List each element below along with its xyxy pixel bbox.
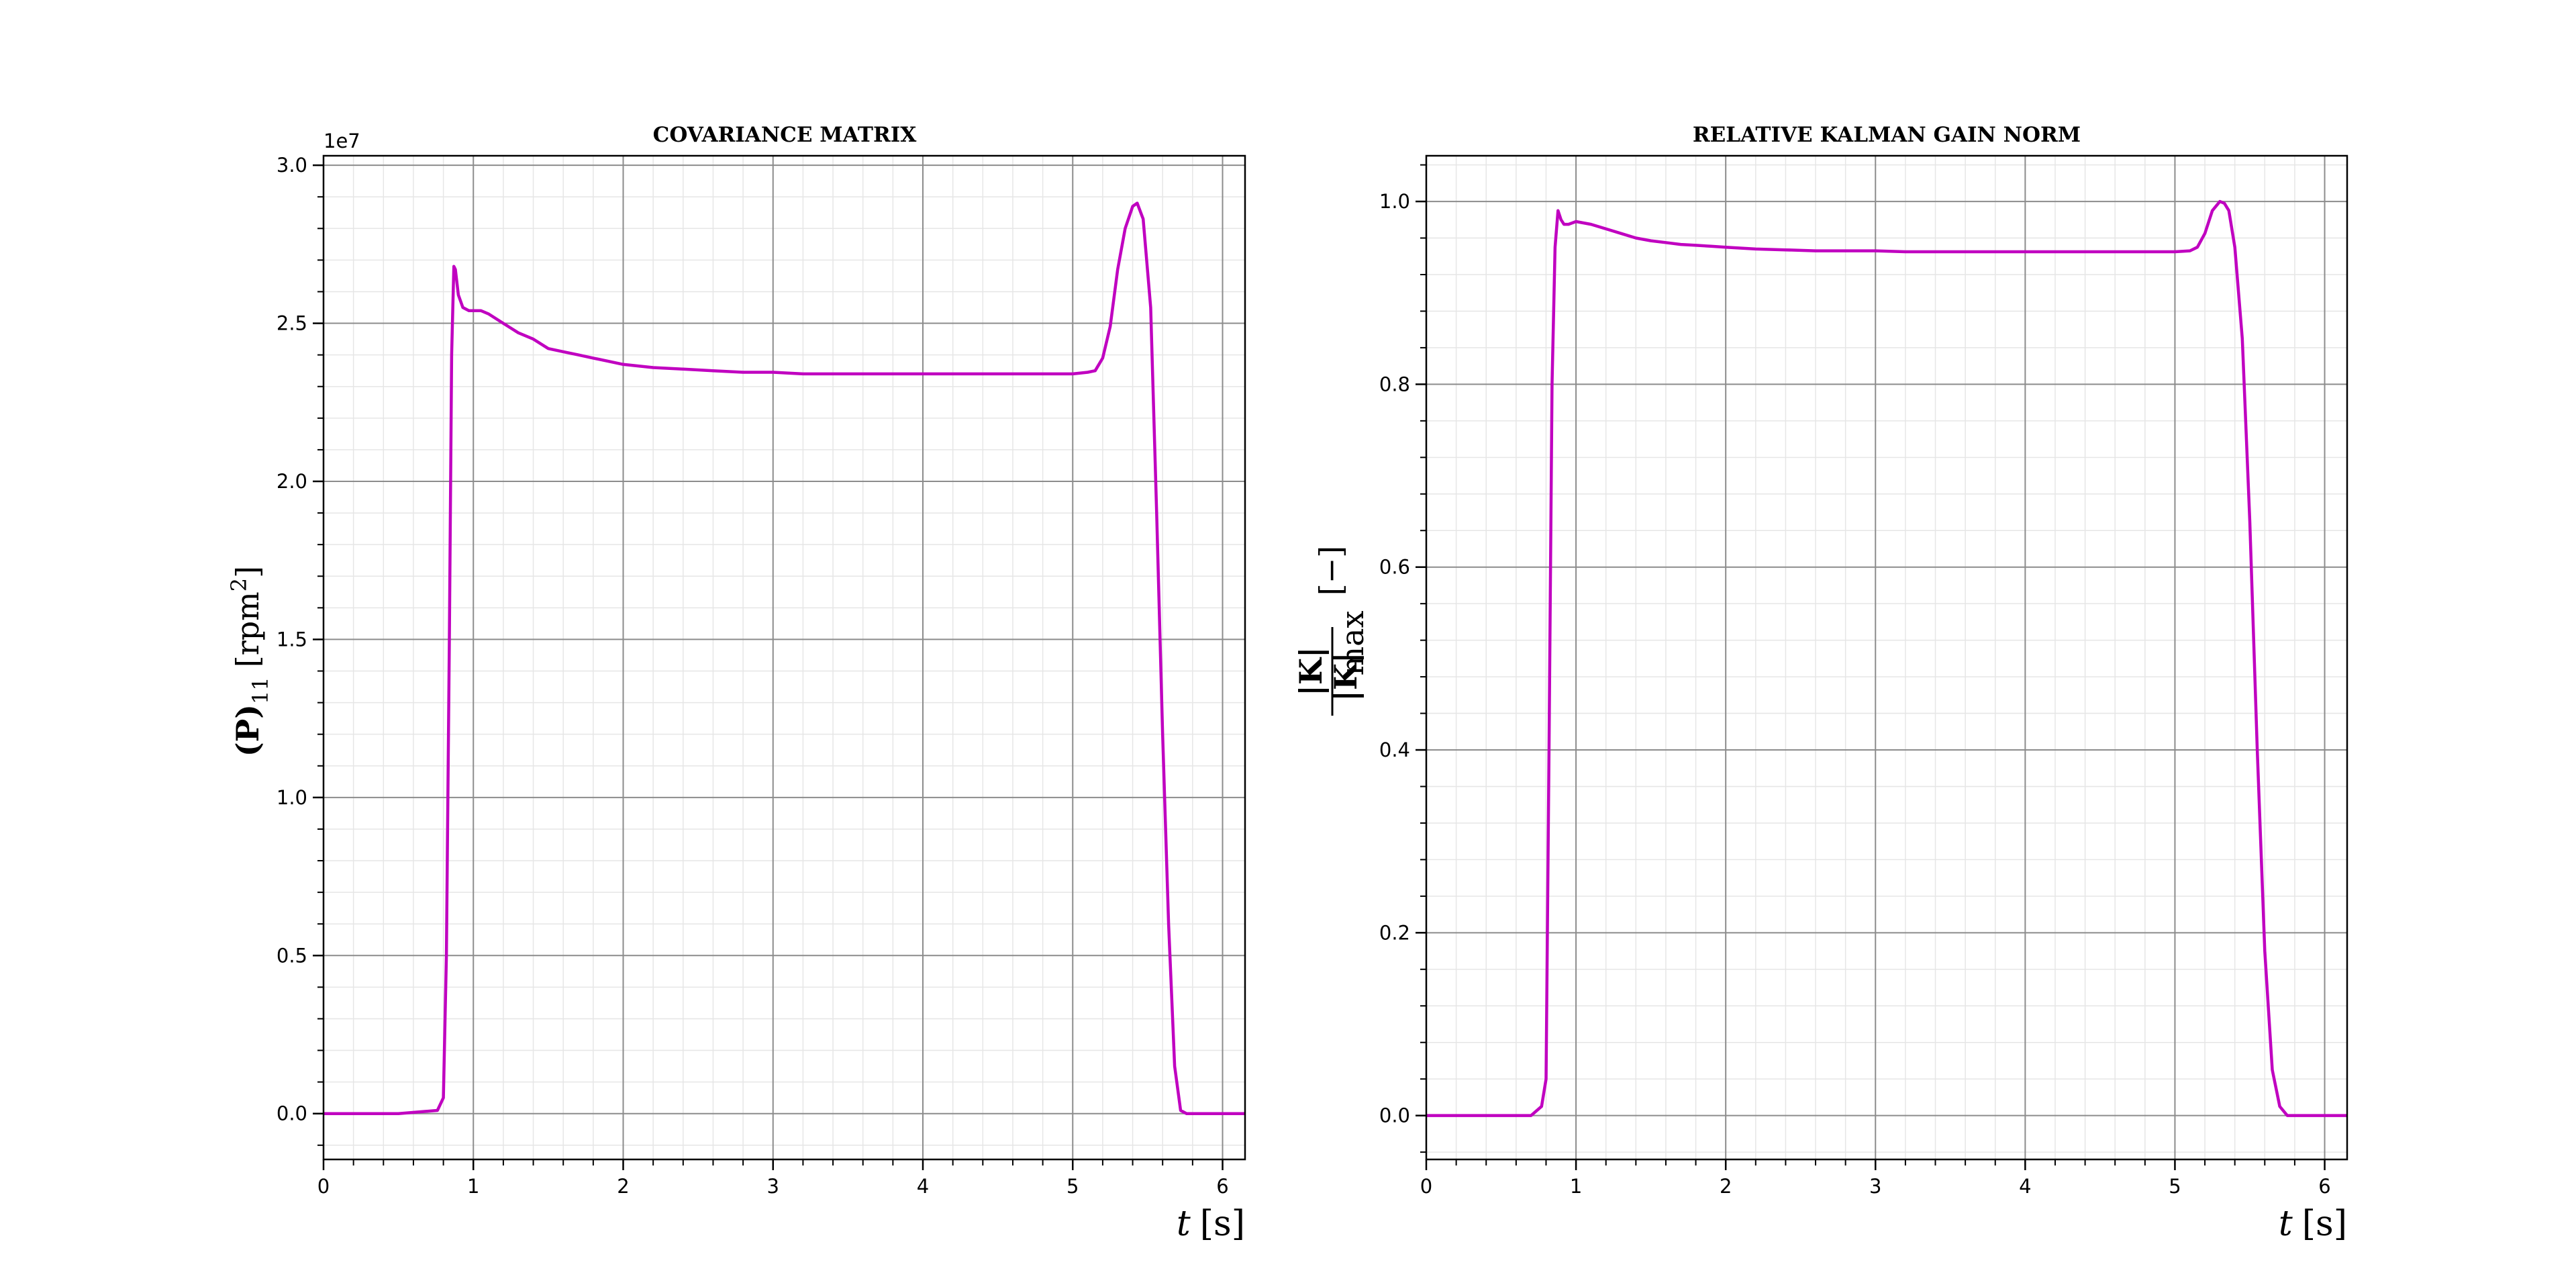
x-tick-label: 6 <box>1216 1175 1228 1198</box>
kalman-gain-chart: RELATIVE KALMAN GAIN NORM 0 1 2 3 4 5 60.00.20… <box>1293 123 2348 1244</box>
x-tick-label: 0 <box>317 1175 330 1198</box>
x-tick-label: 2 <box>617 1175 629 1198</box>
y-axis-denominator: |K| <box>1328 652 1364 701</box>
y-tick-label: 0.2 <box>1379 921 1410 944</box>
y-tick-label: 2.0 <box>277 470 307 493</box>
y-axis-unit-close: ] <box>230 566 266 578</box>
x-axis-unit: [s] <box>2302 1204 2347 1244</box>
plot-frame <box>322 154 1246 1161</box>
x-axis-label: t [s] <box>1177 1204 1245 1244</box>
y-tick-label: 0.0 <box>277 1102 307 1125</box>
y-tick-label: 1.0 <box>1379 190 1410 213</box>
covariance-chart: COVARIANCE MATRIX 1e7 0 1 2 3 4 5 6 0.0 0.5 1.0 1.… <box>226 123 1246 1244</box>
y-axis-symbol: (P) <box>230 704 266 757</box>
y-tick-label: 1.5 <box>277 628 307 651</box>
x-tick-label: 0 <box>1420 1175 1432 1198</box>
y-tick-label: 1.0 <box>277 786 307 809</box>
plot-frame <box>1425 154 2348 1161</box>
y-axis-denominator-subscript: max <box>1334 610 1371 675</box>
x-tick-label: 4 <box>917 1175 929 1198</box>
y-tick-label: 0.8 <box>1379 373 1410 395</box>
x-tick-label: 2 <box>1720 1175 1732 1198</box>
y-tick-label: 0.0 <box>1379 1104 1410 1127</box>
x-tick-label: 3 <box>767 1175 779 1198</box>
y-axis-numerator: |K| <box>1293 647 1329 696</box>
y-tick-label: 0.4 <box>1379 738 1410 761</box>
y-tick-label: 2.5 <box>277 312 307 335</box>
series-line <box>1426 199 2347 1117</box>
x-axis-label: t [s] <box>2279 1204 2347 1244</box>
y-axis-label: |K| |K| max [−] <box>1293 546 1371 716</box>
x-axis-variable: t <box>1177 1204 1191 1244</box>
x-tick-label: 5 <box>1067 1175 1079 1198</box>
y-tick-label: 3.0 <box>277 154 307 177</box>
plot-area: 0 1 2 3 4 5 6 0.0 0.2 0.4 0.6 0.8 1.0 <box>1379 154 2348 1198</box>
x-tick-label: 4 <box>2019 1175 2031 1198</box>
chart-title: COVARIANCE MATRIX <box>653 123 918 147</box>
x-tick-label: 1 <box>1570 1175 1582 1198</box>
y-offset-label: 1e7 <box>324 130 360 152</box>
series-line <box>324 201 1245 1115</box>
x-tick-label: 3 <box>1869 1175 1881 1198</box>
x-tick-label: 5 <box>2169 1175 2181 1198</box>
plot-area: 0 1 2 3 4 5 6 0.0 0.5 1.0 1.5 2.0 2.5 3.0 <box>277 154 1246 1198</box>
x-axis-variable: t <box>2279 1204 2293 1244</box>
x-tick-label: 1 <box>467 1175 479 1198</box>
chart-title: RELATIVE KALMAN GAIN NORM <box>1693 123 2081 147</box>
x-axis-unit: [s] <box>1200 1204 1245 1244</box>
y-axis-subscript: 11 <box>248 677 273 704</box>
y-axis-superscript: 2 <box>226 578 252 591</box>
y-axis-unit: [−] <box>1313 546 1349 595</box>
y-axis-unit-open: [rpm <box>230 591 266 667</box>
y-tick-label: 0.5 <box>277 944 307 967</box>
y-tick-label: 0.6 <box>1379 556 1410 579</box>
y-axis-label: (P)11 [rpm2] <box>226 566 273 757</box>
x-tick-label: 6 <box>2318 1175 2330 1198</box>
